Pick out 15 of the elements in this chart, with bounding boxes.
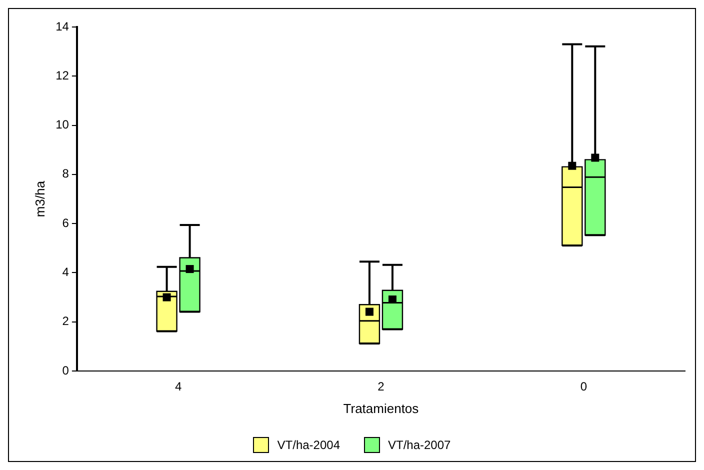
y-tick-label: 14 bbox=[56, 19, 70, 34]
x-axis-title: Tratamientos bbox=[343, 400, 420, 416]
y-tick-label: 0 bbox=[62, 363, 70, 378]
legend-label: VT/ha-2007 bbox=[388, 438, 451, 452]
y-axis-title: m3/ha bbox=[32, 180, 48, 218]
y-tick-label: 8 bbox=[62, 166, 70, 181]
y-tick-label: 4 bbox=[62, 265, 70, 280]
legend-label: VT/ha-2004 bbox=[277, 438, 340, 452]
y-tick-label: 12 bbox=[56, 68, 70, 82]
y-tick-label: 6 bbox=[62, 216, 70, 230]
y-tick-label: 10 bbox=[56, 118, 70, 132]
x-tick-label: 0 bbox=[580, 380, 588, 394]
x-tick-label: 4 bbox=[174, 380, 182, 394]
x-tick-label: 2 bbox=[378, 380, 385, 394]
y-tick-label: 2 bbox=[62, 314, 70, 328]
